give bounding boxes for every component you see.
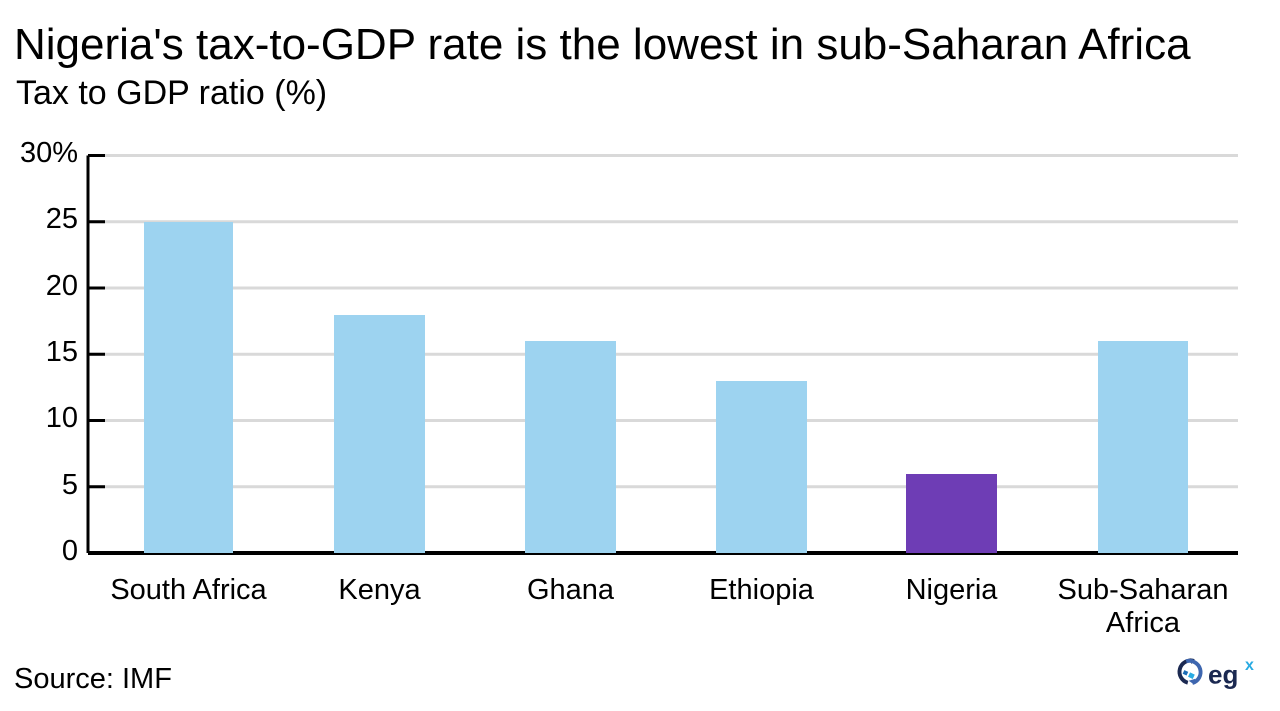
svg-text:eg: eg bbox=[1208, 660, 1238, 690]
svg-text:x: x bbox=[1245, 658, 1254, 674]
